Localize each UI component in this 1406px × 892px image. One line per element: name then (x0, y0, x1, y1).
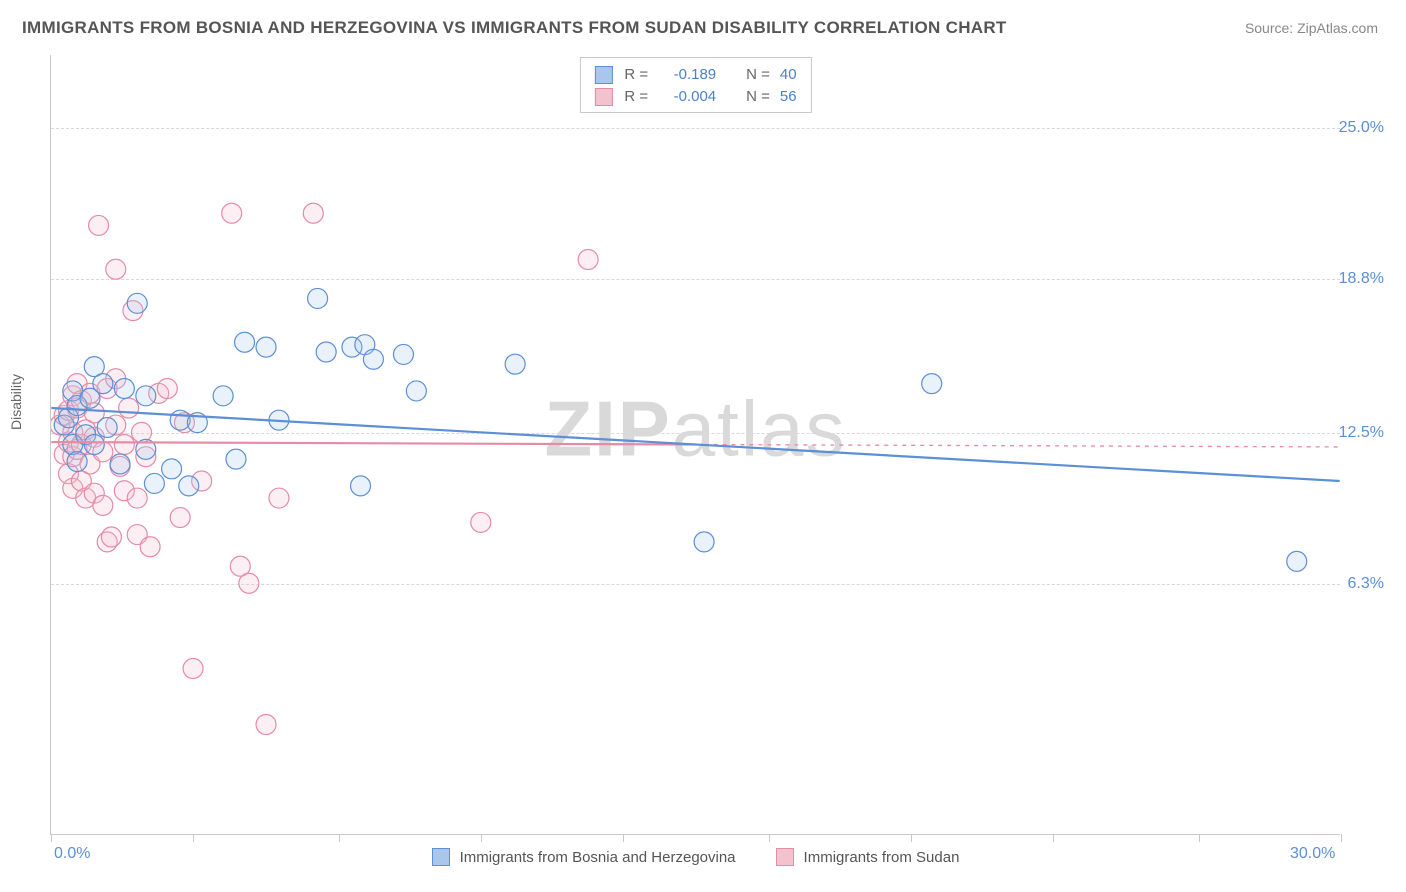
n-label: N = (746, 86, 770, 108)
plot-area: ZIPatlas R = -0.189 N = 40 R = -0.004 N … (50, 55, 1340, 835)
swatch-bosnia (594, 66, 612, 84)
y-tick-label: 18.8% (1339, 270, 1384, 288)
regression-line-dashed-sudan (696, 445, 1340, 447)
r-value-bosnia: -0.189 (658, 64, 716, 86)
x-tick (51, 834, 52, 842)
data-point-bosnia (308, 288, 328, 308)
n-value-bosnia: 40 (780, 64, 797, 86)
data-point-bosnia (393, 344, 413, 364)
data-point-sudan (114, 435, 134, 455)
data-point-bosnia (84, 435, 104, 455)
legend-label-sudan: Immigrants from Sudan (804, 849, 960, 866)
data-point-sudan (222, 203, 242, 223)
n-label: N = (746, 64, 770, 86)
data-point-bosnia (235, 332, 255, 352)
data-point-sudan (93, 495, 113, 515)
data-point-sudan (89, 215, 109, 235)
y-axis-label: Disability (8, 374, 24, 430)
x-tick (193, 834, 194, 842)
legend-item-sudan: Immigrants from Sudan (776, 848, 960, 866)
r-label: R = (624, 64, 648, 86)
x-tick (481, 834, 482, 842)
data-point-sudan (269, 488, 289, 508)
data-point-bosnia (922, 374, 942, 394)
x-tick (769, 834, 770, 842)
data-point-bosnia (363, 349, 383, 369)
data-point-bosnia (1287, 551, 1307, 571)
data-point-sudan (106, 259, 126, 279)
data-point-bosnia (136, 386, 156, 406)
swatch-bosnia (432, 848, 450, 866)
data-point-sudan (101, 527, 121, 547)
data-point-sudan (183, 658, 203, 678)
data-point-bosnia (93, 374, 113, 394)
data-point-sudan (157, 379, 177, 399)
legend-stats-row-bosnia: R = -0.189 N = 40 (594, 64, 796, 86)
x-tick (339, 834, 340, 842)
legend-item-bosnia: Immigrants from Bosnia and Herzegovina (432, 848, 736, 866)
y-tick-label: 12.5% (1339, 424, 1384, 442)
chart-title: IMMIGRANTS FROM BOSNIA AND HERZEGOVINA V… (22, 18, 1007, 38)
legend-stats-box: R = -0.189 N = 40 R = -0.004 N = 56 (579, 57, 811, 113)
legend-label-bosnia: Immigrants from Bosnia and Herzegovina (460, 849, 736, 866)
x-tick-label: 30.0% (1290, 845, 1335, 863)
data-point-sudan (471, 512, 491, 532)
x-tick (1341, 834, 1342, 842)
data-point-bosnia (694, 532, 714, 552)
data-point-bosnia (114, 379, 134, 399)
data-point-sudan (256, 714, 276, 734)
x-tick-label: 0.0% (54, 845, 90, 863)
r-value-sudan: -0.004 (658, 86, 716, 108)
data-point-sudan (303, 203, 323, 223)
x-tick (1053, 834, 1054, 842)
regression-line-bosnia (51, 408, 1339, 481)
data-point-bosnia (351, 476, 371, 496)
legend-stats-row-sudan: R = -0.004 N = 56 (594, 86, 796, 108)
chart-svg (51, 55, 1340, 834)
x-tick (1199, 834, 1200, 842)
data-point-sudan (239, 573, 259, 593)
data-point-bosnia (127, 293, 147, 313)
x-tick (623, 834, 624, 842)
data-point-bosnia (213, 386, 233, 406)
r-label: R = (624, 86, 648, 108)
data-point-sudan (127, 488, 147, 508)
source-attribution: Source: ZipAtlas.com (1245, 20, 1378, 36)
data-point-bosnia (162, 459, 182, 479)
x-tick (911, 834, 912, 842)
swatch-sudan (776, 848, 794, 866)
data-point-bosnia (179, 476, 199, 496)
data-point-sudan (119, 398, 139, 418)
data-point-sudan (170, 508, 190, 528)
data-point-bosnia (406, 381, 426, 401)
data-point-bosnia (67, 452, 87, 472)
data-point-bosnia (316, 342, 336, 362)
data-point-bosnia (110, 454, 130, 474)
data-point-sudan (578, 250, 598, 270)
y-tick-label: 6.3% (1348, 575, 1384, 593)
y-tick-label: 25.0% (1339, 119, 1384, 137)
swatch-sudan (594, 88, 612, 106)
data-point-bosnia (226, 449, 246, 469)
legend-series: Immigrants from Bosnia and Herzegovina I… (51, 848, 1340, 866)
data-point-sudan (140, 537, 160, 557)
data-point-bosnia (97, 417, 117, 437)
data-point-bosnia (144, 473, 164, 493)
data-point-bosnia (256, 337, 276, 357)
n-value-sudan: 56 (780, 86, 797, 108)
data-point-bosnia (505, 354, 525, 374)
